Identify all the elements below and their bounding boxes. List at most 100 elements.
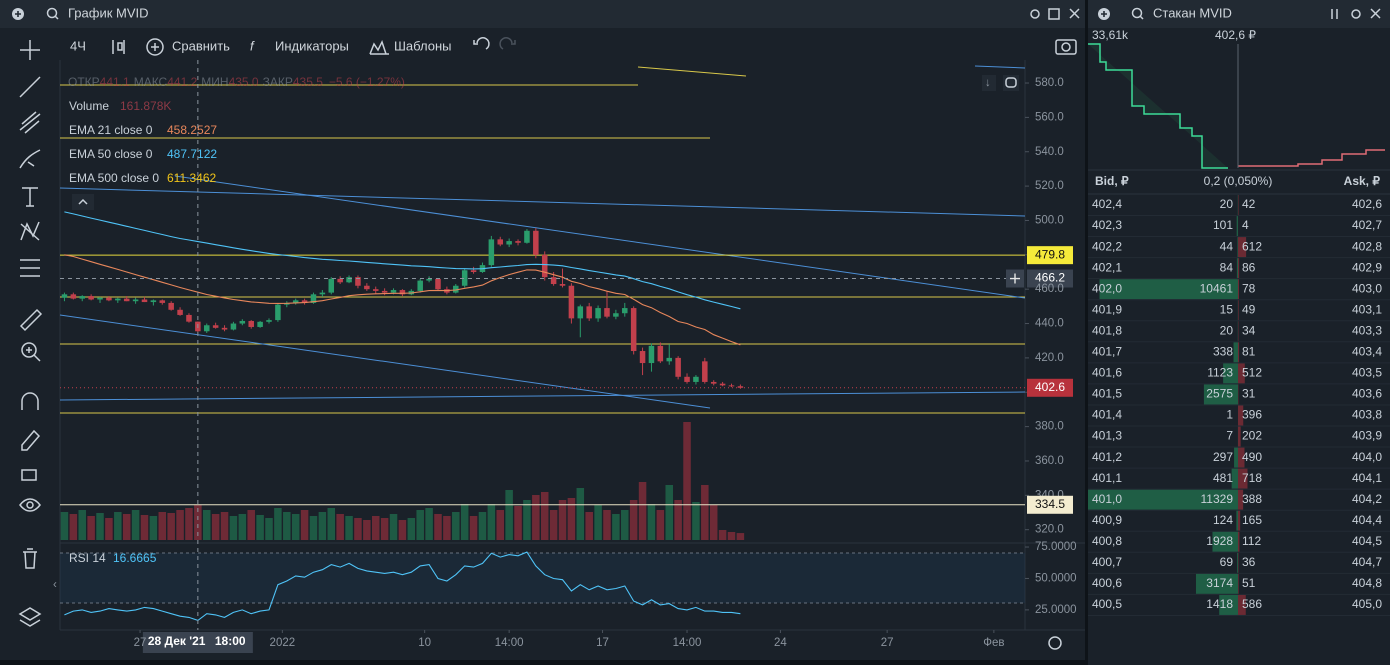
search-icon[interactable] <box>1131 7 1143 19</box>
crosshair-tool[interactable] <box>20 40 40 60</box>
ask-volume-bar <box>1238 531 1240 552</box>
candle-body <box>79 296 85 299</box>
volume-bar <box>202 510 211 540</box>
volume-bar <box>469 516 478 540</box>
bid-volume: 20 <box>1220 197 1234 211</box>
legend-low-label: МИН <box>201 75 228 89</box>
visibility-tool[interactable] <box>19 498 41 512</box>
volume-bar <box>167 513 175 540</box>
bid-volume: 124 <box>1213 513 1233 527</box>
candle-body <box>533 230 539 255</box>
redo-icon[interactable] <box>499 37 516 50</box>
settings-icon[interactable] <box>1351 9 1361 19</box>
layers-tool[interactable] <box>18 607 42 627</box>
bid-price: 402,1 <box>1092 260 1122 274</box>
line-tool[interactable] <box>19 76 41 98</box>
candle-body <box>737 386 744 388</box>
bid-price: 402,3 <box>1092 218 1122 232</box>
rsi-tick-label: 50.0000 <box>1035 572 1077 584</box>
legend-high: 441.2 <box>167 75 197 89</box>
chart-header <box>0 0 1085 28</box>
brush-tool[interactable] <box>19 149 41 169</box>
fib-tool[interactable] <box>20 259 40 277</box>
volume-bar <box>532 495 540 540</box>
volume-bar <box>149 516 158 540</box>
ask-volume: 112 <box>1242 534 1261 548</box>
search-icon[interactable] <box>46 7 58 19</box>
compare-icon[interactable] <box>146 38 164 56</box>
candle-body <box>399 290 406 295</box>
volume-bar <box>220 512 229 540</box>
templates-icon[interactable] <box>369 40 389 55</box>
candle-body <box>97 297 103 300</box>
zoom-tool[interactable] <box>21 342 37 358</box>
ema-line <box>64 254 741 346</box>
volume-legend-value: 161.878K <box>120 99 171 113</box>
bid-price: 402,2 <box>1092 239 1122 253</box>
collapse-arrow[interactable]: ‹ <box>53 579 57 591</box>
ask-volume-bar <box>1238 426 1241 447</box>
screenshot-icon[interactable] <box>1055 39 1077 55</box>
visibility-tool-pupil <box>26 501 34 509</box>
undo-icon[interactable] <box>473 37 490 50</box>
bid-price: 401,5 <box>1092 387 1122 401</box>
ask-price: 404,0 <box>1352 450 1382 464</box>
depth-volume: 33,61k <box>1092 28 1129 42</box>
interval-button[interactable]: 4Ч <box>70 38 86 53</box>
y-tick-label: 520.0 <box>1035 180 1064 192</box>
crosshair-plus-icon <box>1010 273 1020 284</box>
candle-type-icon[interactable] <box>112 40 125 54</box>
drawn-trendline <box>174 175 1026 299</box>
ema-line <box>64 211 741 310</box>
volume-bar <box>274 508 282 540</box>
unlock-tool[interactable] <box>21 469 37 481</box>
magnet-tool[interactable] <box>21 392 39 410</box>
indicators-button[interactable]: Индикаторы <box>275 38 349 53</box>
volume-bar <box>692 502 700 540</box>
volume-bar <box>69 514 78 540</box>
y-tick-label: 440.0 <box>1035 318 1064 330</box>
indicators-icon[interactable]: f <box>250 38 255 53</box>
text-tool[interactable] <box>22 187 38 207</box>
ruler-tool[interactable] <box>19 308 43 332</box>
ask-price: 403,5 <box>1352 366 1382 380</box>
candle-body <box>515 241 521 243</box>
bid-price: 400,6 <box>1092 576 1122 590</box>
window-icon[interactable] <box>1048 8 1060 20</box>
y-tick-label: 500.0 <box>1035 214 1064 226</box>
volume-bar <box>576 488 585 540</box>
templates-button[interactable]: Шаблоны <box>394 38 452 53</box>
pause-icon[interactable] <box>1331 9 1338 19</box>
y-tick-label: 380.0 <box>1035 421 1064 433</box>
candle-body <box>177 309 183 315</box>
add-icon-plus <box>15 11 21 17</box>
bid-volume-bar <box>1099 279 1238 300</box>
volume-bar <box>247 510 255 540</box>
volume-bar <box>460 504 469 540</box>
ask-volume-bar <box>1238 405 1244 426</box>
collapse-legend-button[interactable] <box>72 194 94 210</box>
ema-legend-value: 487.7122 <box>167 147 217 161</box>
plot <box>60 211 1025 622</box>
axis-settings-icon[interactable] <box>1048 636 1062 650</box>
x-tick-label: 14:00 <box>673 637 702 649</box>
close-icon[interactable] <box>1370 8 1381 19</box>
lock-draw-tool[interactable] <box>21 429 41 451</box>
bid-price: 401,9 <box>1092 302 1122 316</box>
settings-icon[interactable] <box>1030 9 1040 19</box>
y-tick-label: 540.0 <box>1035 146 1064 158</box>
close-icon[interactable] <box>1069 8 1080 19</box>
search-icon-handle <box>54 15 59 20</box>
delete-tool[interactable] <box>23 548 37 569</box>
scroll-down-button[interactable] <box>982 75 996 91</box>
candle-body <box>417 280 423 291</box>
ask-volume-bar <box>1238 300 1239 321</box>
ask-volume: 81 <box>1242 345 1256 359</box>
compare-button[interactable]: Сравнить <box>172 38 230 53</box>
channel-tool[interactable] <box>19 111 41 134</box>
candle-body <box>106 297 112 301</box>
candle-body <box>364 285 370 290</box>
pattern-tool[interactable] <box>20 221 40 241</box>
price-level-badge <box>1027 495 1073 514</box>
candle-body <box>230 323 237 330</box>
